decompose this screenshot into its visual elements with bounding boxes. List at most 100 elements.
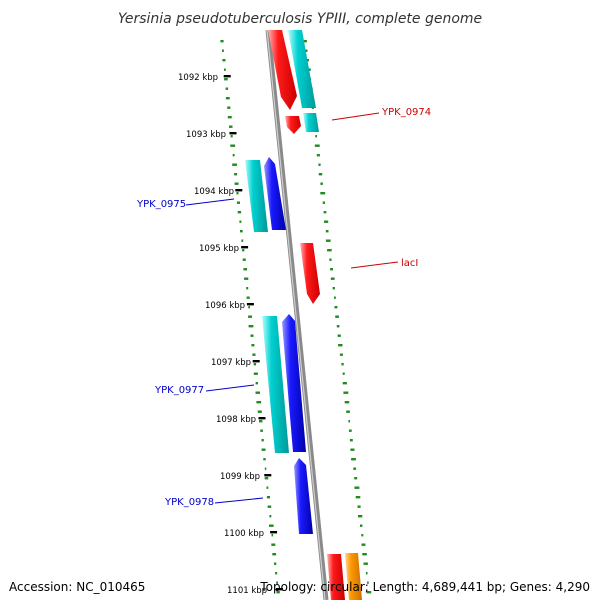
gc-dot [343, 391, 349, 394]
tick-label-1097: 1097 kbp [211, 358, 251, 368]
gc-dot [365, 572, 368, 575]
gc-dot [253, 372, 258, 375]
gc-dot [276, 581, 278, 584]
gc-dot [232, 154, 235, 157]
genome-backbone-highlight [266, 29, 326, 600]
gc-dot [253, 363, 257, 366]
gc-dot [271, 543, 276, 546]
gc-dot [269, 524, 274, 527]
gc-dot [250, 334, 254, 337]
gc-dot [318, 173, 323, 176]
gene-label-ypk0974[interactable]: YPK_0974 [381, 107, 431, 118]
gc-dot [266, 486, 269, 489]
gc-dot [236, 192, 239, 195]
leader-line-ypk0977 [205, 384, 255, 392]
gc-dot [355, 496, 361, 499]
gc-dot [264, 467, 267, 470]
genome-backbone [265, 29, 329, 600]
gene-rna-block-ypk0974[interactable] [303, 113, 319, 132]
gc-dot [338, 344, 343, 347]
gc-dot [324, 220, 329, 223]
gene-reverse-arrow-ypk0978[interactable] [294, 458, 313, 534]
gc-dot [275, 572, 278, 575]
gene-reverse-arrow-ypk0977[interactable] [282, 314, 306, 452]
gc-dot [305, 49, 308, 52]
gc-dot [222, 49, 224, 52]
gene-forward-arrow[interactable] [268, 30, 297, 110]
gc-dot [334, 296, 336, 299]
gc-dot [315, 135, 317, 138]
gc-dot [330, 268, 333, 271]
tick-mark [275, 588, 283, 591]
gc-dot [271, 534, 274, 537]
gc-dot [260, 429, 263, 432]
gc-dot [257, 410, 262, 413]
gene-label-ypk0977[interactable]: YPK_0977 [154, 385, 204, 396]
gc-dot [342, 382, 347, 385]
tick-mark [235, 189, 243, 192]
tick-mark [229, 132, 237, 135]
gene-reverse-arrow-ypk0975[interactable] [264, 157, 286, 230]
gc-dot [330, 277, 335, 280]
gc-dot [237, 211, 242, 214]
gc-dot [242, 258, 246, 261]
tick-mark [252, 360, 260, 363]
gc-dot [274, 562, 277, 565]
gc-dot [234, 182, 239, 185]
gene-forward-arrow-laci[interactable] [300, 243, 320, 304]
gene-rna-block[interactable] [288, 30, 316, 108]
gc-dot [332, 287, 335, 290]
gc-dot [252, 353, 256, 356]
gc-dot [325, 239, 331, 242]
gc-dot [354, 486, 360, 489]
gc-dot [244, 277, 249, 280]
gc-dot [255, 382, 258, 385]
gc-dot [232, 163, 237, 166]
gc-dot [220, 40, 224, 43]
gc-dot [362, 553, 367, 556]
gene-forward-arrow-ypk0974[interactable] [285, 116, 301, 134]
gc-dot [259, 420, 263, 423]
accession-label: Accession: NC_010465 [9, 580, 146, 594]
gc-dot [248, 306, 250, 309]
tick-mark [223, 75, 231, 78]
gene-rna-block-ypk0975[interactable] [245, 160, 268, 232]
gc-dot [361, 543, 366, 546]
gc-dot [341, 363, 344, 366]
leader-line-ypk0978 [214, 497, 264, 504]
gc-dot [322, 201, 325, 204]
tick-mark [246, 303, 254, 306]
tick-mark [270, 531, 278, 534]
gc-dot [320, 192, 326, 195]
gene-other-block[interactable] [345, 553, 362, 600]
gc-dot [263, 458, 266, 461]
gene-labels: YPK_0974 YPK_0975 lacI YPK_0977 YPK_0978 [136, 107, 431, 508]
tick-mark [241, 246, 249, 249]
gene-label-ypk0975[interactable]: YPK_0975 [136, 199, 186, 210]
gc-dot [236, 201, 240, 204]
gc-dot [230, 135, 233, 138]
gc-dot [227, 106, 231, 109]
gc-dot [327, 249, 332, 252]
gc-dot [323, 211, 327, 214]
leader-line-laci [350, 261, 399, 269]
gene-rna-block-ypk0977[interactable] [262, 316, 289, 453]
gc-dot [350, 448, 355, 451]
gc-dot [363, 562, 368, 565]
tick-mark [258, 417, 266, 420]
gc-dot [357, 505, 361, 508]
tick-label-1094: 1094 kbp [194, 187, 234, 197]
gc-dot [348, 429, 352, 432]
map-title: Yersinia pseudotuberculosis YPIII, compl… [118, 11, 482, 27]
gc-dot [266, 496, 270, 499]
gene-label-laci[interactable]: lacI [401, 258, 418, 269]
gc-dot [264, 477, 269, 480]
gene-label-ypk0978[interactable]: YPK_0978 [164, 497, 214, 508]
gc-dot [239, 220, 242, 223]
gene-forward-block[interactable] [327, 554, 345, 600]
gc-dot [318, 163, 321, 166]
tick-label-1099: 1099 kbp [220, 472, 260, 482]
gc-dot [255, 391, 260, 394]
gc-dot [242, 249, 245, 252]
